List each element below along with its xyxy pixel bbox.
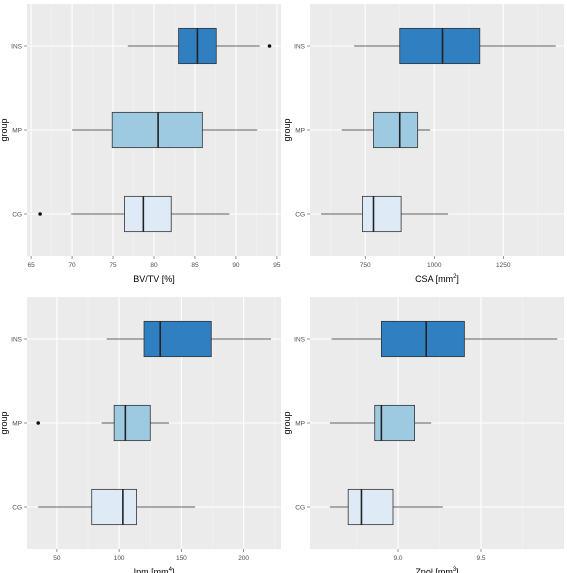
box-mp xyxy=(72,111,258,149)
y-tick-label: CG xyxy=(12,212,22,219)
box-body xyxy=(111,111,203,149)
y-tick-label: MP xyxy=(12,421,22,428)
x-tick-label: 65 xyxy=(27,262,35,269)
x-axis-title-main: Ipm [mm xyxy=(134,567,169,573)
panel-ipm: INS MP CG 50 100 150 200 group Ipm [mm4] xyxy=(0,297,281,573)
y-tick-label: MP xyxy=(12,128,22,135)
y-tick-label: INS xyxy=(294,44,306,51)
box-body xyxy=(399,27,481,65)
y-axis-title: group xyxy=(282,411,292,434)
panel-zpol: INS MP CG 9.0 9.5 group Zpol [mm3] xyxy=(282,297,564,573)
x-tick-label: 200 xyxy=(238,555,249,562)
box-cg xyxy=(38,488,196,526)
y-axis-title: group xyxy=(0,118,9,141)
panel-csa: INS MP CG 750 1000 1250 group CSA [mm2] xyxy=(282,4,564,284)
box-ins xyxy=(127,27,272,65)
x-tick-label: 50 xyxy=(53,555,61,562)
x-axis-title: Zpol [mm3] xyxy=(415,567,458,573)
x-axis-title-superscript: 2 xyxy=(453,274,457,280)
box-body xyxy=(347,488,394,526)
outlier-point xyxy=(36,421,41,425)
x-tick-label: 1000 xyxy=(427,262,442,269)
x-axis-title-superscript: 4 xyxy=(169,567,173,573)
box-body xyxy=(124,195,172,233)
y-tick-label: INS xyxy=(11,337,23,344)
x-axis-title-suffix: ] xyxy=(456,567,459,573)
y-tick-label: CG xyxy=(12,505,22,512)
x-axis-title-superscript: 3 xyxy=(453,567,457,573)
x-tick-label: 75 xyxy=(109,262,117,269)
box-cg xyxy=(329,488,443,526)
panel-bv-tv: INS MP CG 65 70 75 80 85 90 95 group BV/TV [%] xyxy=(0,4,281,284)
x-axis-title: CSA [mm2] xyxy=(415,274,459,284)
box-cg xyxy=(38,195,230,233)
y-tick-label: INS xyxy=(294,337,306,344)
box-body xyxy=(91,488,137,526)
box-body xyxy=(362,195,402,233)
y-axis-title: group xyxy=(282,118,292,141)
x-axis-title: BV/TV [%] xyxy=(133,274,175,284)
box-body xyxy=(380,320,465,358)
x-tick-label: 95 xyxy=(273,262,281,269)
box-ins xyxy=(354,27,556,65)
box-body xyxy=(373,111,419,149)
x-tick-label: 100 xyxy=(114,555,125,562)
x-axis-title-main: BV/TV [%] xyxy=(133,274,175,284)
x-tick-label: 9.5 xyxy=(476,555,485,562)
x-axis-title-suffix: ] xyxy=(456,274,459,284)
x-axis-title-main: Zpol [mm xyxy=(415,567,453,573)
y-tick-label: MP xyxy=(295,128,305,135)
x-tick-label: 1250 xyxy=(496,262,511,269)
box-body xyxy=(143,320,212,358)
box-mp xyxy=(341,111,431,149)
x-axis-title-main: CSA [mm xyxy=(415,274,453,284)
y-tick-label: MP xyxy=(295,421,305,428)
x-tick-label: 9.0 xyxy=(393,555,402,562)
x-tick-label: 750 xyxy=(360,262,371,269)
x-axis-title-suffix: ] xyxy=(172,567,175,573)
x-tick-label: 80 xyxy=(150,262,158,269)
box-ins xyxy=(106,320,272,358)
box-mp xyxy=(36,404,169,442)
x-tick-label: 150 xyxy=(176,555,187,562)
outlier-point xyxy=(38,212,42,216)
y-tick-label: CG xyxy=(295,212,305,219)
x-tick-label: 85 xyxy=(191,262,199,269)
x-axis-title: Ipm [mm4] xyxy=(134,567,175,573)
box-ins xyxy=(331,320,558,358)
y-tick-label: INS xyxy=(11,44,23,51)
outlier-point xyxy=(267,44,272,48)
y-tick-label: CG xyxy=(295,505,305,512)
box-body xyxy=(113,404,151,442)
x-tick-label: 70 xyxy=(68,262,76,269)
x-tick-label: 90 xyxy=(232,262,240,269)
box-cg xyxy=(321,195,449,233)
box-mp xyxy=(329,404,432,442)
y-axis-title: group xyxy=(0,411,9,434)
